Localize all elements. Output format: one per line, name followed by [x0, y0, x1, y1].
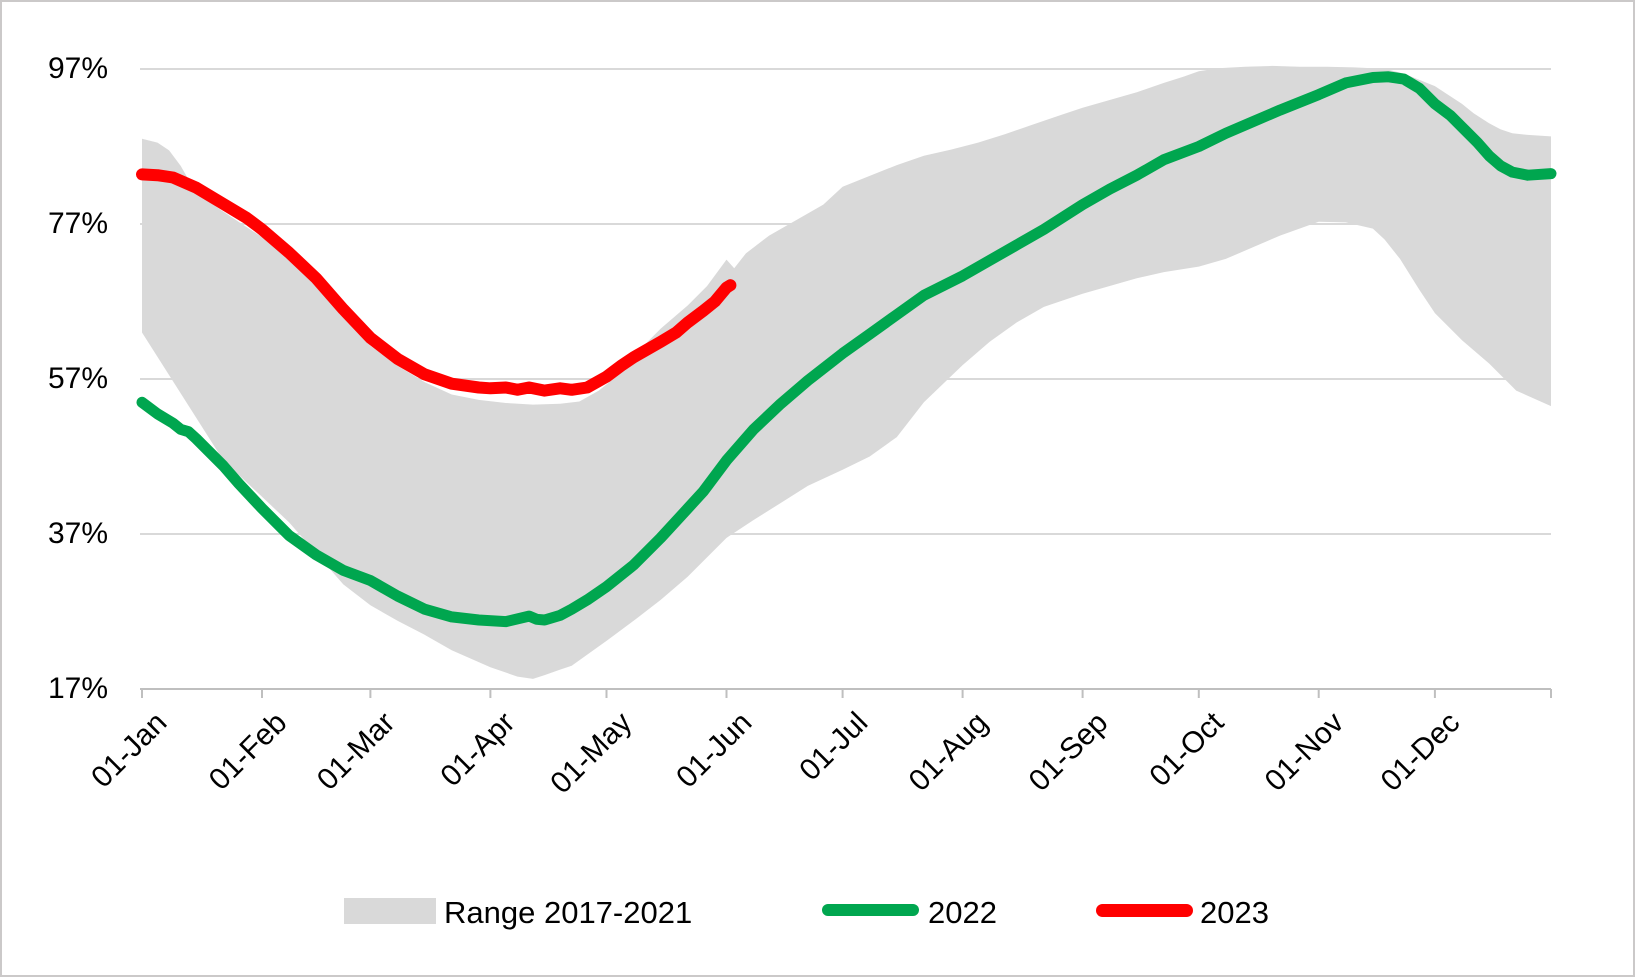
x-axis-label-01-Mar: 01-Mar: [311, 706, 402, 797]
x-axis-label-01-Nov: 01-Nov: [1258, 706, 1351, 798]
line-2023: [136, 168, 737, 397]
y-axis-label-97: 97%: [47, 52, 108, 85]
x-axis-line: [140, 688, 1552, 698]
x-axis-label-01-Jun: 01-Jun: [669, 706, 758, 795]
legend-swatch-range-band: [344, 898, 436, 924]
band-range-2017-2021: [142, 65, 1551, 679]
x-axis-label-01-Oct: 01-Oct: [1143, 706, 1231, 793]
x-axis-label-01-Feb: 01-Feb: [202, 706, 294, 797]
legend-label-range-2017-2021: Range 2017-2021: [444, 895, 693, 930]
x-axis-label-01-Jan: 01-Jan: [85, 706, 174, 795]
y-axis-label-37: 37%: [47, 517, 108, 550]
legend-swatch-2023-line: [1096, 904, 1193, 917]
legend-label-2022: 2022: [928, 895, 997, 930]
x-axis-label-01-Sep: 01-Sep: [1022, 706, 1114, 798]
x-axis-label-01-May: 01-May: [543, 706, 638, 801]
x-axis-label-01-Apr: 01-Apr: [434, 706, 522, 794]
x-axis-label-01-Jul: 01-Jul: [792, 706, 874, 788]
y-axis-label-77: 77%: [47, 207, 108, 240]
x-axis-label-01-Aug: 01-Aug: [902, 706, 994, 798]
legend-label-2023: 2023: [1200, 895, 1269, 930]
x-axis-label-01-Dec: 01-Dec: [1374, 706, 1467, 798]
y-axis-label-17: 17%: [47, 672, 108, 705]
legend-swatch-2022-line: [822, 904, 919, 916]
line-2022: [136, 71, 1557, 628]
y-axis-label-57: 57%: [47, 362, 108, 395]
